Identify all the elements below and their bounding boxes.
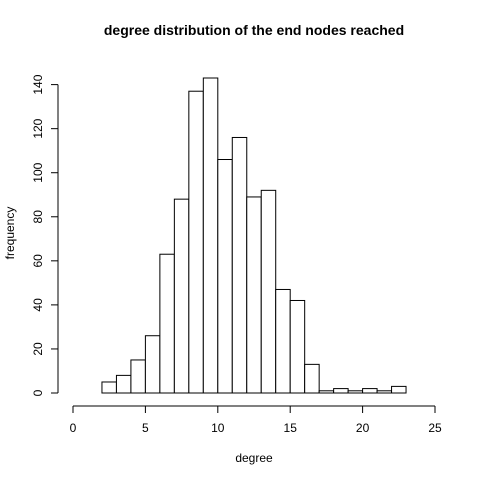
x-tick-label: 15 <box>284 421 298 435</box>
histogram-bar <box>188 90 204 394</box>
histogram-bar <box>231 136 248 394</box>
histogram-bar <box>362 388 378 394</box>
histogram-bar <box>217 159 233 394</box>
y-tick-label: 120 <box>31 118 45 138</box>
x-axis: 0 5 10 15 20 25 <box>70 405 442 435</box>
histogram-bar <box>101 381 117 394</box>
y-tick-label: 40 <box>31 298 45 312</box>
histogram-bar <box>115 374 132 394</box>
bars-group <box>101 77 407 394</box>
y-axis-label: frequency <box>3 207 17 260</box>
histogram-bar <box>202 77 219 394</box>
x-tick-label: 5 <box>142 421 149 435</box>
histogram-bar <box>260 189 277 394</box>
histogram-bar <box>289 299 306 394</box>
y-tick-label: 60 <box>31 254 45 268</box>
histogram-bar <box>144 335 161 394</box>
histogram-bar <box>318 390 335 394</box>
x-tick-label: 0 <box>70 421 77 435</box>
histogram-bar <box>333 388 349 394</box>
histogram-bar <box>275 288 291 394</box>
y-tick-label: 80 <box>31 210 45 224</box>
histogram-bar <box>347 390 364 394</box>
y-axis: 0 20 40 60 80 100 120 140 <box>31 74 59 396</box>
y-tick-label: 140 <box>31 74 45 94</box>
histogram-bar <box>304 363 320 394</box>
y-tick-label: 0 <box>31 389 45 396</box>
histogram-bar <box>159 253 175 394</box>
x-tick-label: 20 <box>356 421 370 435</box>
histogram-bar <box>391 385 407 394</box>
histogram-bar <box>376 390 393 394</box>
histogram-bar <box>130 359 146 394</box>
x-axis-label: degree <box>235 451 273 465</box>
chart-title: degree distribution of the end nodes rea… <box>104 22 404 38</box>
x-tick-label: 25 <box>428 421 442 435</box>
histogram-bar <box>246 196 262 394</box>
histogram-bar <box>173 198 190 394</box>
y-tick-label: 20 <box>31 342 45 356</box>
x-tick-label: 10 <box>211 421 225 435</box>
y-tick-label: 100 <box>31 162 45 182</box>
